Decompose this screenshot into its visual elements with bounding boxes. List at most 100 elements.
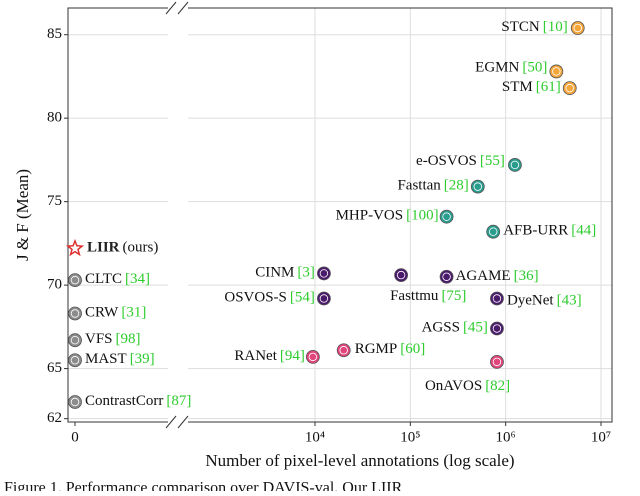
y-tick-label: 70 bbox=[47, 277, 62, 293]
data-point bbox=[439, 269, 454, 284]
point-label: Fasttan [28] bbox=[397, 178, 468, 194]
data-point bbox=[68, 273, 82, 288]
x-axis-label: Number of pixel-level annotations (log s… bbox=[205, 451, 514, 470]
point-ref: [75] bbox=[441, 289, 466, 305]
point-ring bbox=[492, 294, 502, 303]
point-label: RGMP [60] bbox=[355, 342, 426, 358]
point-label: ContrastCorr [87] bbox=[85, 393, 191, 409]
x-tick-label: 10⁶ bbox=[496, 429, 516, 445]
point-ref: [61] bbox=[536, 80, 561, 96]
y-axis-label: J & F (Mean) bbox=[13, 169, 32, 261]
data-point bbox=[68, 333, 82, 348]
point-ring bbox=[473, 182, 482, 191]
point-name: CINM bbox=[255, 265, 294, 281]
point-name: VFS bbox=[85, 332, 113, 348]
point-ring bbox=[70, 275, 80, 285]
point-ref: [87] bbox=[166, 393, 191, 409]
data-point bbox=[549, 64, 564, 79]
point-name: CLTC bbox=[85, 272, 122, 288]
point-label: AGSS [45] bbox=[422, 320, 488, 336]
y-tick-label: 65 bbox=[47, 360, 62, 376]
point-name: ContrastCorr bbox=[85, 393, 163, 409]
point-ref: [55] bbox=[480, 153, 505, 169]
x-tick-label: 10⁴ bbox=[305, 429, 325, 445]
axis-break-gap bbox=[168, 0, 188, 430]
point-ring bbox=[339, 346, 348, 355]
point-ref: [43] bbox=[557, 293, 582, 309]
point-name: STCN bbox=[501, 19, 540, 35]
data-point bbox=[336, 343, 351, 358]
point-ring bbox=[396, 270, 406, 280]
axis-break-mark bbox=[165, 1, 189, 429]
point-ring bbox=[492, 357, 502, 367]
data-point bbox=[486, 224, 501, 239]
point-ring bbox=[308, 352, 318, 362]
point-name: e-OSVOS bbox=[416, 153, 477, 169]
point-ref: [94] bbox=[280, 348, 305, 364]
point-label: LIIR (ours) bbox=[87, 240, 158, 256]
data-point bbox=[562, 81, 577, 96]
y-tick-label: 75 bbox=[47, 193, 62, 209]
point-ring bbox=[319, 294, 329, 303]
point-label: CRW [31] bbox=[85, 305, 146, 321]
point-ref: [60] bbox=[400, 342, 425, 358]
data-point bbox=[317, 291, 331, 306]
point-label: AFB-URR [44] bbox=[503, 223, 596, 239]
data-point bbox=[65, 238, 85, 257]
point-ring bbox=[442, 272, 451, 281]
point-label: CINM [3] bbox=[255, 265, 315, 281]
point-label: MHP-VOS [100] bbox=[336, 208, 439, 224]
point-label: e-OSVOS [55] bbox=[416, 153, 505, 169]
point-label: Fasttmu [75] bbox=[390, 289, 466, 305]
x-tick-label: 10⁵ bbox=[400, 429, 420, 445]
point-ref: [100] bbox=[406, 208, 439, 224]
point-ref: [34] bbox=[125, 272, 150, 288]
point-ref: [36] bbox=[514, 268, 539, 284]
caption: Figure 1. Performance comparison over DA… bbox=[4, 480, 403, 491]
point-name: EGMN bbox=[475, 60, 519, 76]
point-label: AGAME [36] bbox=[456, 268, 539, 284]
point-ring bbox=[70, 336, 80, 345]
point-label: OSVOS-S [54] bbox=[224, 290, 315, 306]
data-point bbox=[570, 21, 585, 35]
data-point bbox=[490, 291, 504, 306]
point-ref: [31] bbox=[121, 305, 146, 321]
point-name: AFB-URR bbox=[503, 223, 568, 239]
point-label: DyeNet [43] bbox=[507, 293, 582, 309]
data-point bbox=[470, 179, 485, 194]
point-ring bbox=[565, 83, 574, 93]
point-label: STCN [10] bbox=[501, 19, 567, 35]
point-ref: [54] bbox=[290, 290, 315, 306]
point-ring bbox=[573, 23, 582, 33]
point-ring bbox=[442, 212, 451, 221]
y-tick-label: 85 bbox=[47, 26, 62, 42]
point-ring bbox=[510, 160, 520, 170]
point-name: LIIR bbox=[87, 240, 120, 256]
point-name: Fasttmu bbox=[390, 289, 439, 305]
point-ring bbox=[552, 67, 561, 76]
point-name: RANet bbox=[234, 348, 277, 364]
point-ring bbox=[70, 356, 80, 365]
point-name: MAST bbox=[85, 352, 127, 368]
point-ref: [45] bbox=[463, 320, 488, 336]
point-name: AGAME bbox=[456, 268, 511, 284]
point-name: Fasttan bbox=[397, 178, 441, 194]
point-name: RGMP bbox=[355, 342, 398, 358]
point-label: MAST [39] bbox=[85, 352, 155, 368]
point-name: STM bbox=[502, 80, 533, 96]
point-ring bbox=[489, 227, 498, 236]
point-ring bbox=[492, 324, 502, 333]
point-label: STM [61] bbox=[502, 80, 561, 96]
x-tick-label: 0 bbox=[71, 429, 79, 445]
point-ref: [82] bbox=[485, 378, 510, 394]
point-name: DyeNet bbox=[507, 293, 554, 309]
data-point bbox=[439, 209, 454, 224]
point-label: VFS [98] bbox=[85, 332, 141, 348]
point-ref: [10] bbox=[543, 19, 568, 35]
point-ref: [98] bbox=[116, 332, 141, 348]
point-name: OnAVOS bbox=[425, 378, 482, 394]
point-name: OSVOS-S bbox=[224, 290, 287, 306]
point-ref: [44] bbox=[571, 223, 596, 239]
point-ref: [3] bbox=[297, 265, 315, 281]
